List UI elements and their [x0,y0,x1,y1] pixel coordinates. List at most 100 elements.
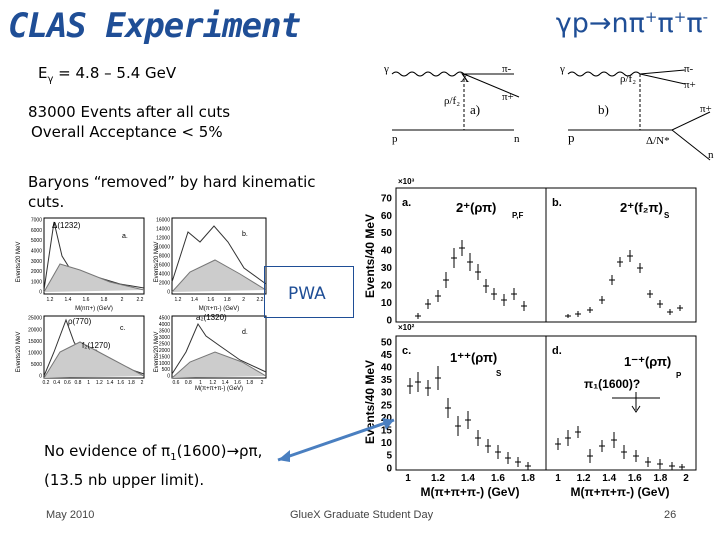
y-tick-label: 2000 [31,269,42,275]
wave-d-sub: P [676,371,682,380]
xlabel-left: M(π+π+π-) (GeV) [421,485,520,499]
diagram-b-tag: b) [598,102,609,117]
y-tick-label: 4000 [159,272,170,278]
y-tick-label: 15000 [28,339,42,345]
y-tick-label: 30 [381,388,393,399]
tag-c-left: c. [120,325,126,332]
x-tick-label: 1.2 [96,380,103,386]
points-wave-b [565,250,683,318]
x-tick-label: 0.2 [43,380,50,386]
histogram-n-pi: Events/20 MeV 7000 6000 5000 4000 3000 2000 10… [16,217,145,312]
delta-label-b: Δ/N* [646,135,670,147]
x-tick-label: 2 [261,380,264,386]
ylabel-pi-pi-top: Events/20 MeV [154,242,160,283]
x-tick-label: 1.4 [602,473,616,484]
y-tick-label: 20 [381,413,393,424]
events-summary: 83000 Events after all cuts Overall Acce… [28,102,230,142]
y-tick-label: 0 [167,290,170,296]
n-label-a: n [514,133,520,145]
x-tick-label: 1.8 [101,297,108,303]
reaction-sup-3: - [702,8,708,26]
xticks-n-pi: 1.2 1.4 1.6 1.8 2 2.2 [47,297,144,303]
tag-d-right: d. [552,345,562,357]
y-tick-label: 10000 [156,245,170,251]
x-tick-label: 0.8 [185,380,192,386]
n-out-b [671,129,711,161]
y-tick-label: 3000 [31,259,42,265]
y-tick-label: 0 [39,290,42,296]
diagram-a-tag: a) [470,102,480,117]
reaction-pi-2: π [686,8,703,39]
y-tick-label: 70 [381,193,393,204]
x-tick-label: 1 [199,380,202,386]
y-tick-label: 5000 [31,238,42,244]
beam-energy: Eγ = 4.8 – 5.4 GeV [38,64,176,85]
y-tick-label: 45 [381,350,393,361]
feynman-diagrams: γ X π- π+ ρ/f₂ a) p n γ ρ/f₂ π- π+ b) p … [383,63,714,161]
x-tick-label: 2.2 [137,297,144,303]
acceptance: Overall Acceptance < 5% [31,123,223,141]
yticks-top: 70 60 50 40 30 20 10 0 [381,193,393,326]
y-tick-label: 3000 [159,335,170,341]
y-tick-label: 8000 [159,254,170,260]
x-tick-label: 1.4 [65,297,72,303]
histogram-3pi: Events/20 MeV 45004000350030002500200015… [154,313,267,392]
y-tick-label: 0 [167,374,170,380]
baryons-note: Baryons “removed” by hard kinematic cuts… [28,173,316,211]
x-tick-label: 1.6 [234,380,241,386]
x-tick-label: 1.2 [577,473,591,484]
x-tick-label: 1.2 [209,380,216,386]
n-label-b: n [708,149,714,161]
points-wave-d [555,426,685,470]
ylabel-pi-pi: Events/20 MeV [16,332,22,373]
wave-b-label: 2⁺(f₂π) [620,200,663,215]
frame-wave-d [545,335,697,471]
pi-plus-out-b [671,111,711,131]
x-tick-label: 1.4 [107,380,114,386]
energy-range: = 4.8 – 5.4 GeV [53,64,177,82]
wave-c-label: 1⁺⁺(ρπ) [450,350,497,365]
y-tick-label: 14000 [156,227,170,233]
x-tick-label: 1.6 [628,473,642,484]
y-tick-label: 0 [39,374,42,380]
y-tick-label: 6000 [31,228,42,234]
y-tick-label: 50 [381,228,393,239]
ylabel-top: Events/40 MeV [363,214,377,298]
evidence-line-2: (13.5 nb upper limit). [44,471,205,489]
pwa-box [264,266,354,318]
y-tick-label: 40 [381,363,393,374]
y-tick-label: 12000 [156,236,170,242]
reaction-sup-2: + [673,8,687,26]
feynman-diagram-a: γ X π- π+ ρ/f₂ a) p n [383,63,520,145]
spectrum-3pi [171,322,267,375]
phase-space-n-pi [43,263,145,293]
tag-a-left: a. [122,233,128,240]
photon-line-b [567,71,641,77]
tag-d-left: d. [242,329,248,336]
evidence-arrow [277,418,395,462]
points-wave-a [415,240,527,319]
phase-space-pi-pi [43,341,145,379]
rho-label-b: ρ/f₂ [620,73,636,85]
tag-b-right: b. [552,197,562,209]
xticks-pi-pi: 0.2 0.4 0.6 0.8 1 1.2 1.4 1.6 1.8 2 [43,380,144,386]
y-tick-label: 50 [381,337,393,348]
y-tick-label: 6000 [159,263,170,269]
x-tick-label: 2 [121,297,124,303]
wave-b-sub: S [664,211,670,220]
x-tick-label: 1 [87,380,90,386]
reaction-formula: γp→nπ+π+π- [556,8,708,39]
peak-label-delta: Δ(1232) [52,221,81,230]
y-tick-label: 5000 [31,362,42,368]
ylabel-bottom: Events/40 MeV [363,360,377,444]
x-tick-label: 2.2 [257,297,264,303]
x-tick-label: 1.4 [461,473,475,484]
x-tick-label: 1.2 [175,297,182,303]
evidence-text-b: (1600)→ρπ, [176,442,263,460]
x-tick-label: 0.6 [173,380,180,386]
y-tick-label: 10 [381,438,393,449]
energy-prefix: E [38,64,48,82]
x-tick-label: 2 [141,380,144,386]
